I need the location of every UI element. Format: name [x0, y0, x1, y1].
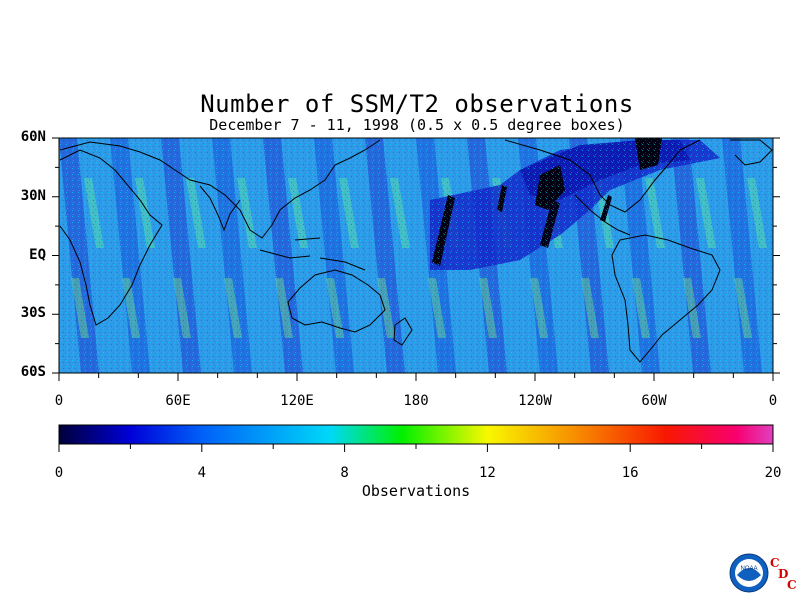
y-axis-ticks	[52, 137, 780, 374]
colorbar-ticks	[58, 444, 774, 452]
x-tick-label: 60W	[641, 393, 667, 409]
cdc-letter-d: D	[778, 567, 789, 581]
noaa-logo-text: NOAA	[740, 566, 757, 572]
colorbar-tick-label: 4	[197, 465, 207, 481]
x-axis-ticks	[58, 373, 774, 381]
colorbar-tick-label: 0	[54, 465, 64, 481]
cdc-letter-c2: C	[787, 578, 797, 592]
europe-asia-coast	[59, 139, 381, 239]
y-tick-label: EQ	[29, 246, 46, 263]
swath-band-light	[785, 278, 800, 338]
south-america-coast	[611, 234, 721, 363]
x-tick-label: 0	[54, 393, 64, 409]
y-tick-label: 60N	[20, 129, 46, 145]
india-coast	[199, 185, 241, 232]
chart-title: Number of SSM/T2 observations	[200, 90, 634, 118]
africa-coast	[59, 149, 163, 326]
greenland-coast	[730, 139, 773, 166]
x-tick-label: 120E	[280, 393, 314, 409]
chart-subtitle: December 7 - 11, 1998 (0.5 x 0.5 degree …	[209, 116, 625, 134]
x-tick-label: 180	[403, 393, 429, 409]
indonesia-islands	[259, 237, 366, 271]
noaa-logo-icon: NOAA	[729, 553, 769, 593]
new-zealand-coast	[393, 317, 413, 346]
colorbar	[58, 424, 774, 445]
x-tick-label: 120W	[518, 393, 552, 409]
australia-coast	[287, 269, 386, 333]
colorbar-tick-label: 8	[340, 465, 349, 481]
coastlines	[59, 139, 773, 363]
north-america-coast	[504, 139, 701, 213]
colorbar-tick-label: 16	[621, 465, 639, 481]
noise-texture	[59, 138, 773, 373]
cdc-letter-c1: C	[770, 556, 780, 570]
x-tick-label: 0	[768, 393, 778, 409]
x-tick-label: 60E	[165, 393, 191, 409]
y-tick-label: 30N	[20, 187, 46, 204]
y-tick-label: 30S	[20, 305, 46, 322]
colorbar-tick-label: 20	[764, 465, 782, 481]
colorbar-title: Observations	[361, 482, 471, 500]
noaa-logo: NOAA	[729, 553, 769, 597]
colorbar-tick-label: 12	[478, 465, 496, 481]
observation-field	[59, 138, 800, 373]
y-tick-label: 60S	[20, 364, 46, 380]
central-america-coast	[574, 194, 631, 236]
